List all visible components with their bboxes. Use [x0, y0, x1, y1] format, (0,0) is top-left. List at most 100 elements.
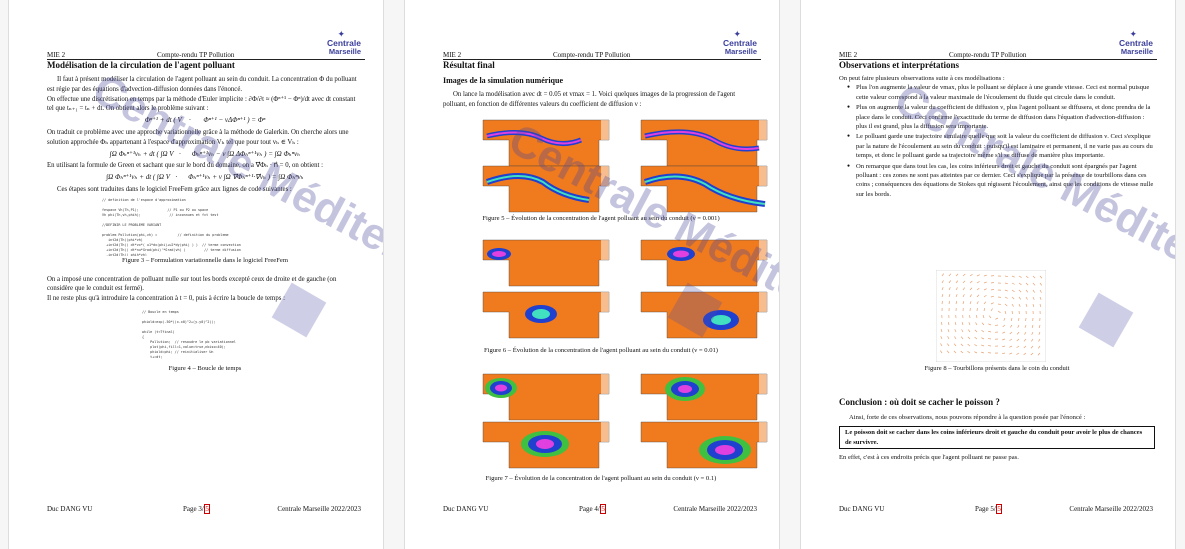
- velocity-arrow: [954, 329, 957, 333]
- paragraph: En effet, c'est à ces endroits précis qu…: [839, 454, 1019, 462]
- velocity-arrow: [974, 344, 978, 347]
- velocity-arrow: [1023, 338, 1027, 342]
- velocity-arrow: [974, 351, 978, 354]
- centrale-marseille-logo: ✦ Centrale Marseille: [705, 30, 757, 56]
- logo-mark-icon: ✦: [337, 29, 345, 39]
- velocity-arrow: [948, 273, 952, 277]
- simulation-frame: [482, 373, 610, 421]
- velocity-arrow: [962, 287, 966, 291]
- page-counter: Page 4/5: [579, 504, 607, 514]
- paragraph: Il ne reste plus qu'à introduire la conc…: [47, 295, 285, 303]
- velocity-arrow: [1011, 296, 1015, 300]
- velocity-arrow: [1024, 331, 1027, 335]
- velocity-arrow: [969, 301, 972, 305]
- paragraph: Il faut à présent modéliser la circulati…: [47, 76, 357, 93]
- page-header: MIE 2 Compte-rendu TP Pollution: [839, 50, 1157, 60]
- velocity-arrow: [974, 329, 978, 333]
- paragraph: Ainsi, forte de ces observations, nous p…: [849, 414, 1086, 421]
- paragraph: On a imposé une concentration de polluan…: [47, 275, 337, 293]
- code-listing: // Boucle en temps phiold=exp(-50*((x-x0…: [142, 309, 236, 359]
- velocity-arrow: [1031, 331, 1034, 335]
- simulation-frame: [482, 119, 610, 167]
- velocity-arrow: [955, 294, 958, 298]
- velocity-arrow: [1004, 275, 1008, 278]
- velocity-arrow: [961, 322, 964, 326]
- velocity-arrow: [1004, 282, 1008, 285]
- equation: ∫Ω Φₕⁿ⁺¹vₕ + dt ( ∫Ω V⃗·∇⃗Φₕⁿ⁺¹vₕ + ν ∫Ω…: [106, 173, 304, 182]
- velocity-arrow: [1025, 296, 1028, 300]
- velocity-arrow: [983, 294, 987, 298]
- velocity-arrow: [967, 351, 971, 354]
- paragraph: On traduit ce problème avec une approche…: [47, 128, 349, 146]
- velocity-arrow: [1025, 282, 1029, 286]
- velocity-arrow: [954, 322, 957, 326]
- page-counter: Page 5/5: [975, 504, 1003, 514]
- page-total-link[interactable]: 5: [203, 504, 211, 514]
- page-counter: Page 3/5: [183, 504, 211, 514]
- logo-line2: Marseille: [724, 47, 757, 56]
- velocity-arrow: [954, 336, 957, 340]
- velocity-arrow: [1025, 275, 1029, 279]
- velocity-arrow: [962, 294, 965, 298]
- velocity-arrow: [953, 350, 957, 354]
- velocity-arrow: [1038, 338, 1041, 342]
- velocity-arrow: [1030, 352, 1034, 356]
- velocity-arrow: [1011, 289, 1015, 292]
- velocity-arrow: [1002, 331, 1006, 334]
- velocity-arrow: [953, 343, 957, 347]
- velocity-arrow: [967, 336, 971, 340]
- logo-mark-icon: ✦: [1129, 29, 1137, 39]
- page-number: 4: [594, 505, 598, 513]
- page-4: ✦ Centrale Marseille MIE 2 Compte-rendu …: [404, 0, 780, 549]
- velocity-arrow: [990, 302, 994, 305]
- velocity-arrow: [1018, 282, 1022, 286]
- velocity-arrow: [1004, 303, 1008, 307]
- velocity-arrow: [962, 301, 965, 305]
- velocity-arrow: [1039, 282, 1043, 286]
- page-total-link[interactable]: 5: [599, 504, 607, 514]
- velocity-arrow: [947, 343, 950, 347]
- velocity-arrow: [962, 280, 966, 284]
- velocity-arrow: [1011, 275, 1015, 278]
- page-footer: Duc DANG VU Page 3/5 Centrale Marseille …: [47, 504, 361, 515]
- velocity-arrow: [941, 321, 943, 326]
- velocity-arrow: [960, 350, 964, 354]
- velocity-arrow: [961, 329, 964, 333]
- footer-year: Centrale Marseille 2022/2023: [277, 505, 361, 513]
- velocity-arrow: [955, 301, 958, 305]
- velocity-arrow: [1004, 296, 1008, 299]
- velocity-arrow: [990, 289, 995, 291]
- section-title: Observations et interprétations: [839, 60, 959, 70]
- figure-caption: Figure 3 – Formulation variationnelle da…: [122, 256, 288, 264]
- velocity-arrow: [1031, 338, 1034, 342]
- velocity-arrow: [1031, 324, 1034, 328]
- answer-box: Le poisson doit se cacher dans les coins…: [839, 426, 1155, 450]
- velocity-arrow: [975, 322, 978, 326]
- velocity-arrow: [1037, 345, 1041, 349]
- velocity-arrow: [941, 273, 945, 277]
- list-item: Plus l'on augmente la valeur de vmax, pl…: [847, 83, 1155, 102]
- velocity-arrow: [1011, 310, 1013, 315]
- page-total-link[interactable]: 5: [995, 504, 1003, 514]
- velocity-arrow: [960, 336, 964, 340]
- velocity-arrow: [1039, 275, 1043, 279]
- figure-caption: Figure 8 – Tourbillons présents dans le …: [924, 365, 1070, 372]
- velocity-arrow: [1038, 324, 1041, 328]
- velocity-arrow: [962, 273, 966, 277]
- velocity-arrow: [976, 287, 980, 291]
- velocity-arrow: [1018, 296, 1022, 300]
- velocity-arrow: [1016, 352, 1020, 355]
- velocity-arrow: [1038, 331, 1041, 335]
- velocity-arrow: [1037, 352, 1041, 356]
- velocity-arrow: [1039, 296, 1042, 300]
- velocity-arrow: [941, 280, 944, 284]
- velocity-arrow: [1009, 331, 1013, 335]
- velocity-arrow: [983, 288, 987, 291]
- velocity-arrow: [946, 350, 950, 354]
- velocity-arrow: [948, 280, 951, 284]
- list-item: On remarque que dans tout les cas, les c…: [847, 162, 1155, 200]
- paragraph: Ces étapes sont traduites dans le logici…: [57, 185, 292, 193]
- list-item: Le polluant garde une trajectoire simila…: [847, 132, 1155, 160]
- velocity-arrow: [1025, 289, 1029, 293]
- velocity-arrow: [990, 295, 994, 298]
